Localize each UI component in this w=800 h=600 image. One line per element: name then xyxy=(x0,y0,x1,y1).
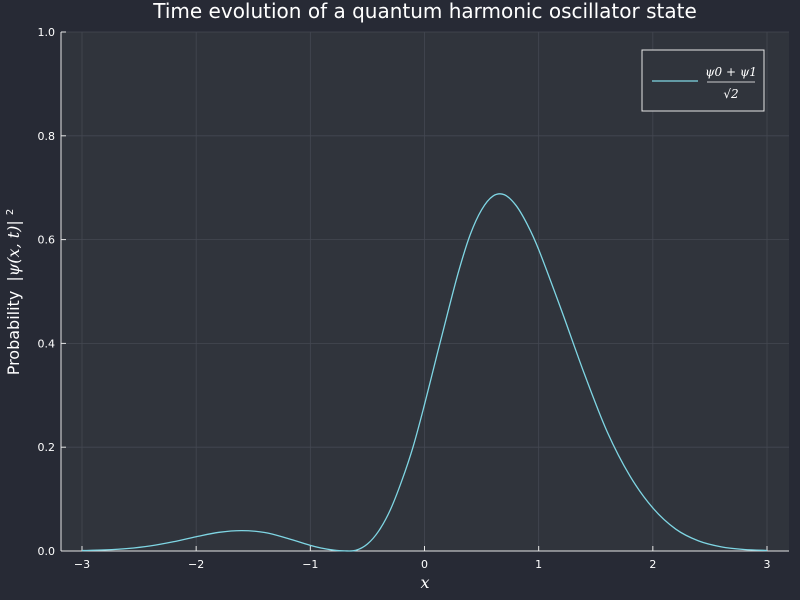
y-tick-label: 0.2 xyxy=(38,441,56,454)
y-tick-label: 0.4 xyxy=(38,337,56,350)
y-axis-label-exponent: 2 xyxy=(5,209,16,215)
legend: ψ0 + ψ1 √2 xyxy=(641,49,765,112)
legend-numerator: ψ0 + ψ1 xyxy=(705,65,757,79)
x-tick-label: 1 xyxy=(535,558,542,571)
y-axis-label: Probability |ψ(x, t)| 2 xyxy=(4,209,23,376)
y-tick-label: 0.6 xyxy=(38,234,56,247)
x-tick-label: 0 xyxy=(421,558,428,571)
svg-text:Probability |ψ(x, t)|: Probability |ψ(x, t)| 2 xyxy=(4,209,23,376)
series-line xyxy=(81,193,768,552)
y-tick-label: 0.0 xyxy=(38,545,56,558)
plot-area xyxy=(61,32,789,551)
series-group xyxy=(81,193,768,552)
y-axis-label-math: |ψ(x, t)| xyxy=(4,220,23,281)
y-axis-label-prefix: Probability xyxy=(4,291,23,376)
x-tick-label: −3 xyxy=(74,558,90,571)
x-tick-label: 2 xyxy=(649,558,656,571)
x-tick-label: −2 xyxy=(188,558,204,571)
y-tick-label: 0.8 xyxy=(38,130,56,143)
x-axis-label: x xyxy=(420,573,429,592)
y-tick-label: 1.0 xyxy=(38,26,56,39)
legend-denominator: √2 xyxy=(723,87,738,101)
x-tick-label: −1 xyxy=(302,558,318,571)
x-tick-label: 3 xyxy=(764,558,771,571)
ticks: −3 −2 −1 0 1 2 3 0.0 0.2 0.4 0.6 0.8 1.0 xyxy=(38,26,771,571)
chart-title: Time evolution of a quantum harmonic osc… xyxy=(152,0,697,23)
